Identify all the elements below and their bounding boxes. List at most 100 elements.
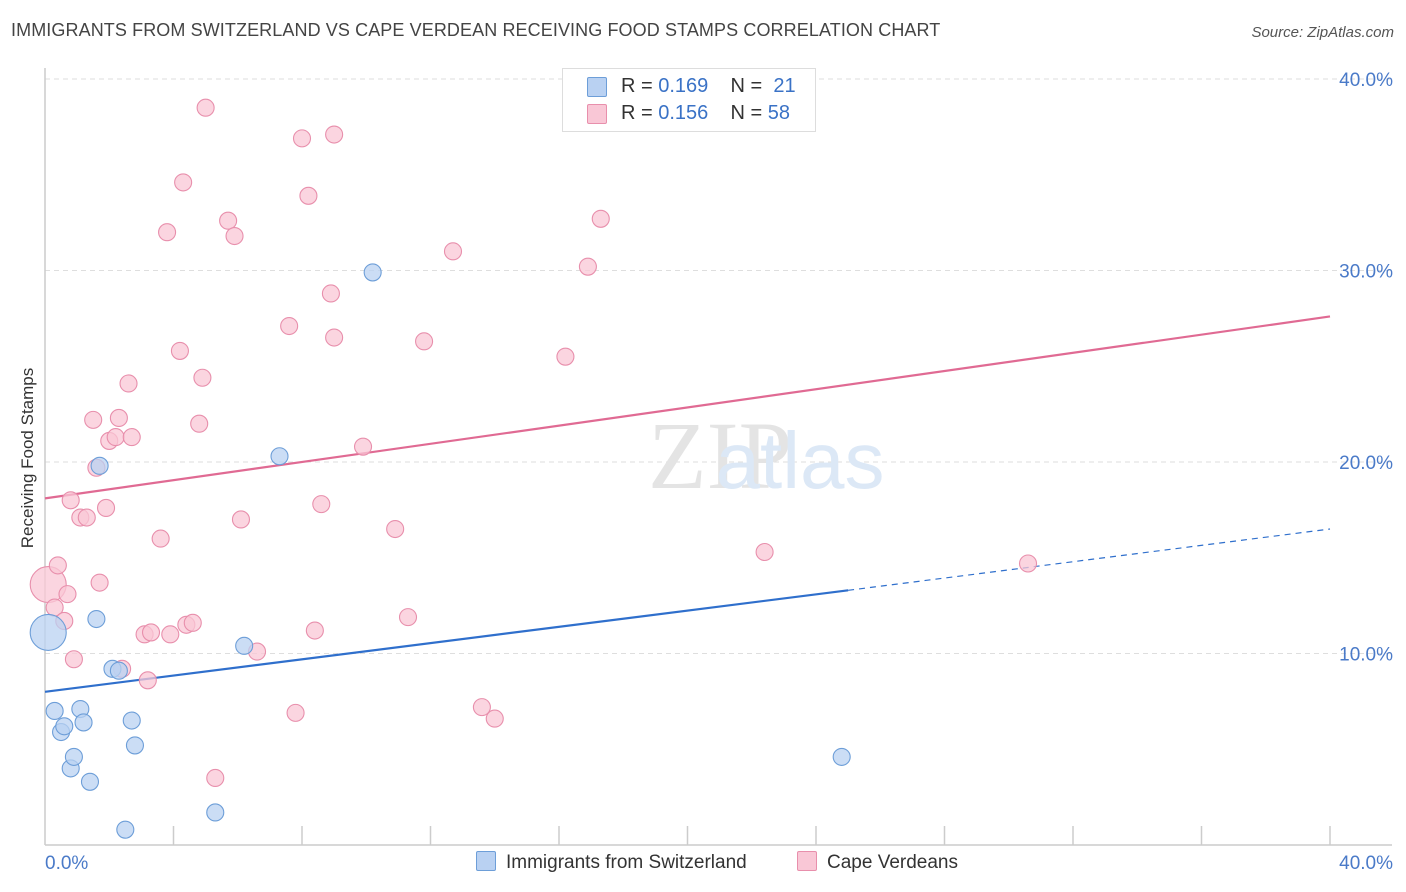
point-cape-verdean bbox=[325, 125, 344, 144]
point-cape-verdean bbox=[755, 542, 774, 562]
r-label: R = bbox=[621, 102, 653, 124]
point-cape-verdean bbox=[64, 650, 83, 669]
point-switzerland bbox=[109, 661, 128, 680]
point-cape-verdean bbox=[174, 173, 193, 192]
point-cape-verdean bbox=[138, 671, 157, 690]
point-cape-verdean bbox=[151, 529, 170, 548]
chart-title: IMMIGRANTS FROM SWITZERLAND VS CAPE VERD… bbox=[11, 20, 941, 40]
n-value: 21 bbox=[773, 75, 796, 97]
n-value: 58 bbox=[767, 102, 791, 124]
point-switzerland bbox=[832, 747, 851, 766]
point-switzerland bbox=[87, 609, 106, 629]
point-switzerland bbox=[206, 803, 225, 822]
y-tick-label: 30.0% bbox=[1339, 262, 1393, 283]
point-cape-verdean bbox=[61, 491, 80, 510]
correlation-legend: R = 0.169 N = 21 R = 0.156 N = 58 bbox=[562, 68, 816, 132]
point-cape-verdean bbox=[84, 410, 103, 429]
point-switzerland bbox=[29, 613, 67, 651]
point-switzerland bbox=[116, 820, 135, 839]
y-tick-label: 40.0% bbox=[1339, 70, 1393, 91]
point-cape-verdean bbox=[90, 573, 109, 592]
trendline-cape-verdeans bbox=[44, 315, 1331, 500]
pink-swatch bbox=[797, 851, 817, 871]
point-cape-verdean bbox=[386, 519, 405, 539]
point-cape-verdean bbox=[556, 347, 575, 366]
point-switzerland bbox=[235, 636, 254, 655]
point-cape-verdean bbox=[161, 625, 180, 644]
point-cape-verdean bbox=[325, 328, 344, 347]
point-cape-verdean bbox=[141, 623, 161, 642]
r-value: 0.156 bbox=[658, 102, 709, 124]
point-cape-verdean bbox=[109, 408, 128, 428]
point-switzerland bbox=[270, 447, 289, 466]
point-switzerland bbox=[55, 717, 74, 736]
point-cape-verdean bbox=[578, 257, 597, 276]
watermark-zip: ZIP bbox=[648, 402, 792, 509]
point-cape-verdean bbox=[398, 608, 418, 627]
point-cape-verdean bbox=[280, 316, 299, 336]
tick-labels: 10.0% 20.0% 30.0% 40.0% 0.0% 40.0% bbox=[45, 70, 1393, 874]
r-label: R = bbox=[621, 75, 653, 97]
point-switzerland bbox=[90, 456, 109, 475]
point-cape-verdean bbox=[193, 368, 212, 387]
r-value: 0.169 bbox=[658, 75, 709, 97]
point-cape-verdean bbox=[225, 226, 244, 246]
point-cape-verdean bbox=[58, 585, 77, 604]
point-switzerland bbox=[45, 701, 64, 721]
point-switzerland bbox=[363, 263, 382, 282]
point-cape-verdean bbox=[305, 621, 324, 640]
data-points bbox=[29, 98, 1038, 839]
trendlines bbox=[44, 315, 1331, 693]
point-cape-verdean bbox=[219, 211, 238, 230]
point-cape-verdean bbox=[196, 98, 215, 117]
y-tick-label: 20.0% bbox=[1339, 453, 1393, 474]
point-cape-verdean bbox=[119, 374, 138, 393]
point-cape-verdean bbox=[485, 709, 504, 728]
legend-cape-verdeans: Cape Verdeans bbox=[797, 851, 958, 874]
point-cape-verdean bbox=[190, 414, 209, 433]
x-tick-label: 0.0% bbox=[45, 853, 88, 874]
blue-swatch bbox=[476, 851, 496, 871]
point-cape-verdean bbox=[170, 341, 189, 360]
y-tick-label: 10.0% bbox=[1339, 645, 1393, 666]
point-cape-verdean bbox=[48, 556, 67, 575]
x-tick-label: 40.0% bbox=[1339, 853, 1393, 874]
point-cape-verdean bbox=[206, 768, 225, 788]
axes bbox=[44, 68, 1392, 846]
point-cape-verdean bbox=[312, 495, 331, 514]
point-cape-verdean bbox=[183, 613, 202, 632]
point-cape-verdean bbox=[286, 703, 305, 722]
trendline-switzerland bbox=[44, 589, 849, 693]
blue-swatch bbox=[587, 77, 607, 97]
point-cape-verdean bbox=[1018, 554, 1038, 573]
point-cape-verdean bbox=[353, 437, 373, 456]
point-cape-verdean bbox=[77, 508, 96, 527]
point-switzerland bbox=[80, 772, 100, 791]
pink-swatch bbox=[587, 104, 607, 124]
legend-label: Cape Verdeans bbox=[827, 852, 958, 873]
legend-label: Immigrants from Switzerland bbox=[506, 852, 747, 873]
n-label: N = bbox=[730, 75, 763, 97]
point-cape-verdean bbox=[443, 242, 463, 261]
point-cape-verdean bbox=[96, 498, 116, 518]
watermark-atlas: atlas bbox=[716, 416, 885, 505]
legend-switzerland: Immigrants from Switzerland bbox=[476, 851, 747, 874]
point-switzerland bbox=[74, 713, 93, 732]
point-cape-verdean bbox=[231, 510, 251, 529]
point-cape-verdean bbox=[158, 223, 177, 242]
point-switzerland bbox=[64, 747, 83, 766]
point-cape-verdean bbox=[292, 129, 312, 148]
trendline-switzerland-extension bbox=[848, 528, 1331, 591]
point-cape-verdean bbox=[321, 284, 340, 303]
point-cape-verdean bbox=[122, 428, 141, 447]
gridlines bbox=[45, 78, 1392, 654]
point-cape-verdean bbox=[299, 186, 318, 205]
point-cape-verdean bbox=[415, 332, 434, 351]
point-cape-verdean bbox=[472, 698, 491, 717]
point-switzerland bbox=[125, 736, 144, 755]
point-cape-verdean bbox=[106, 428, 125, 447]
point-cape-verdean bbox=[591, 209, 610, 228]
source-credit: Source: ZipAtlas.com bbox=[1251, 24, 1394, 41]
n-label: N = bbox=[730, 102, 763, 124]
